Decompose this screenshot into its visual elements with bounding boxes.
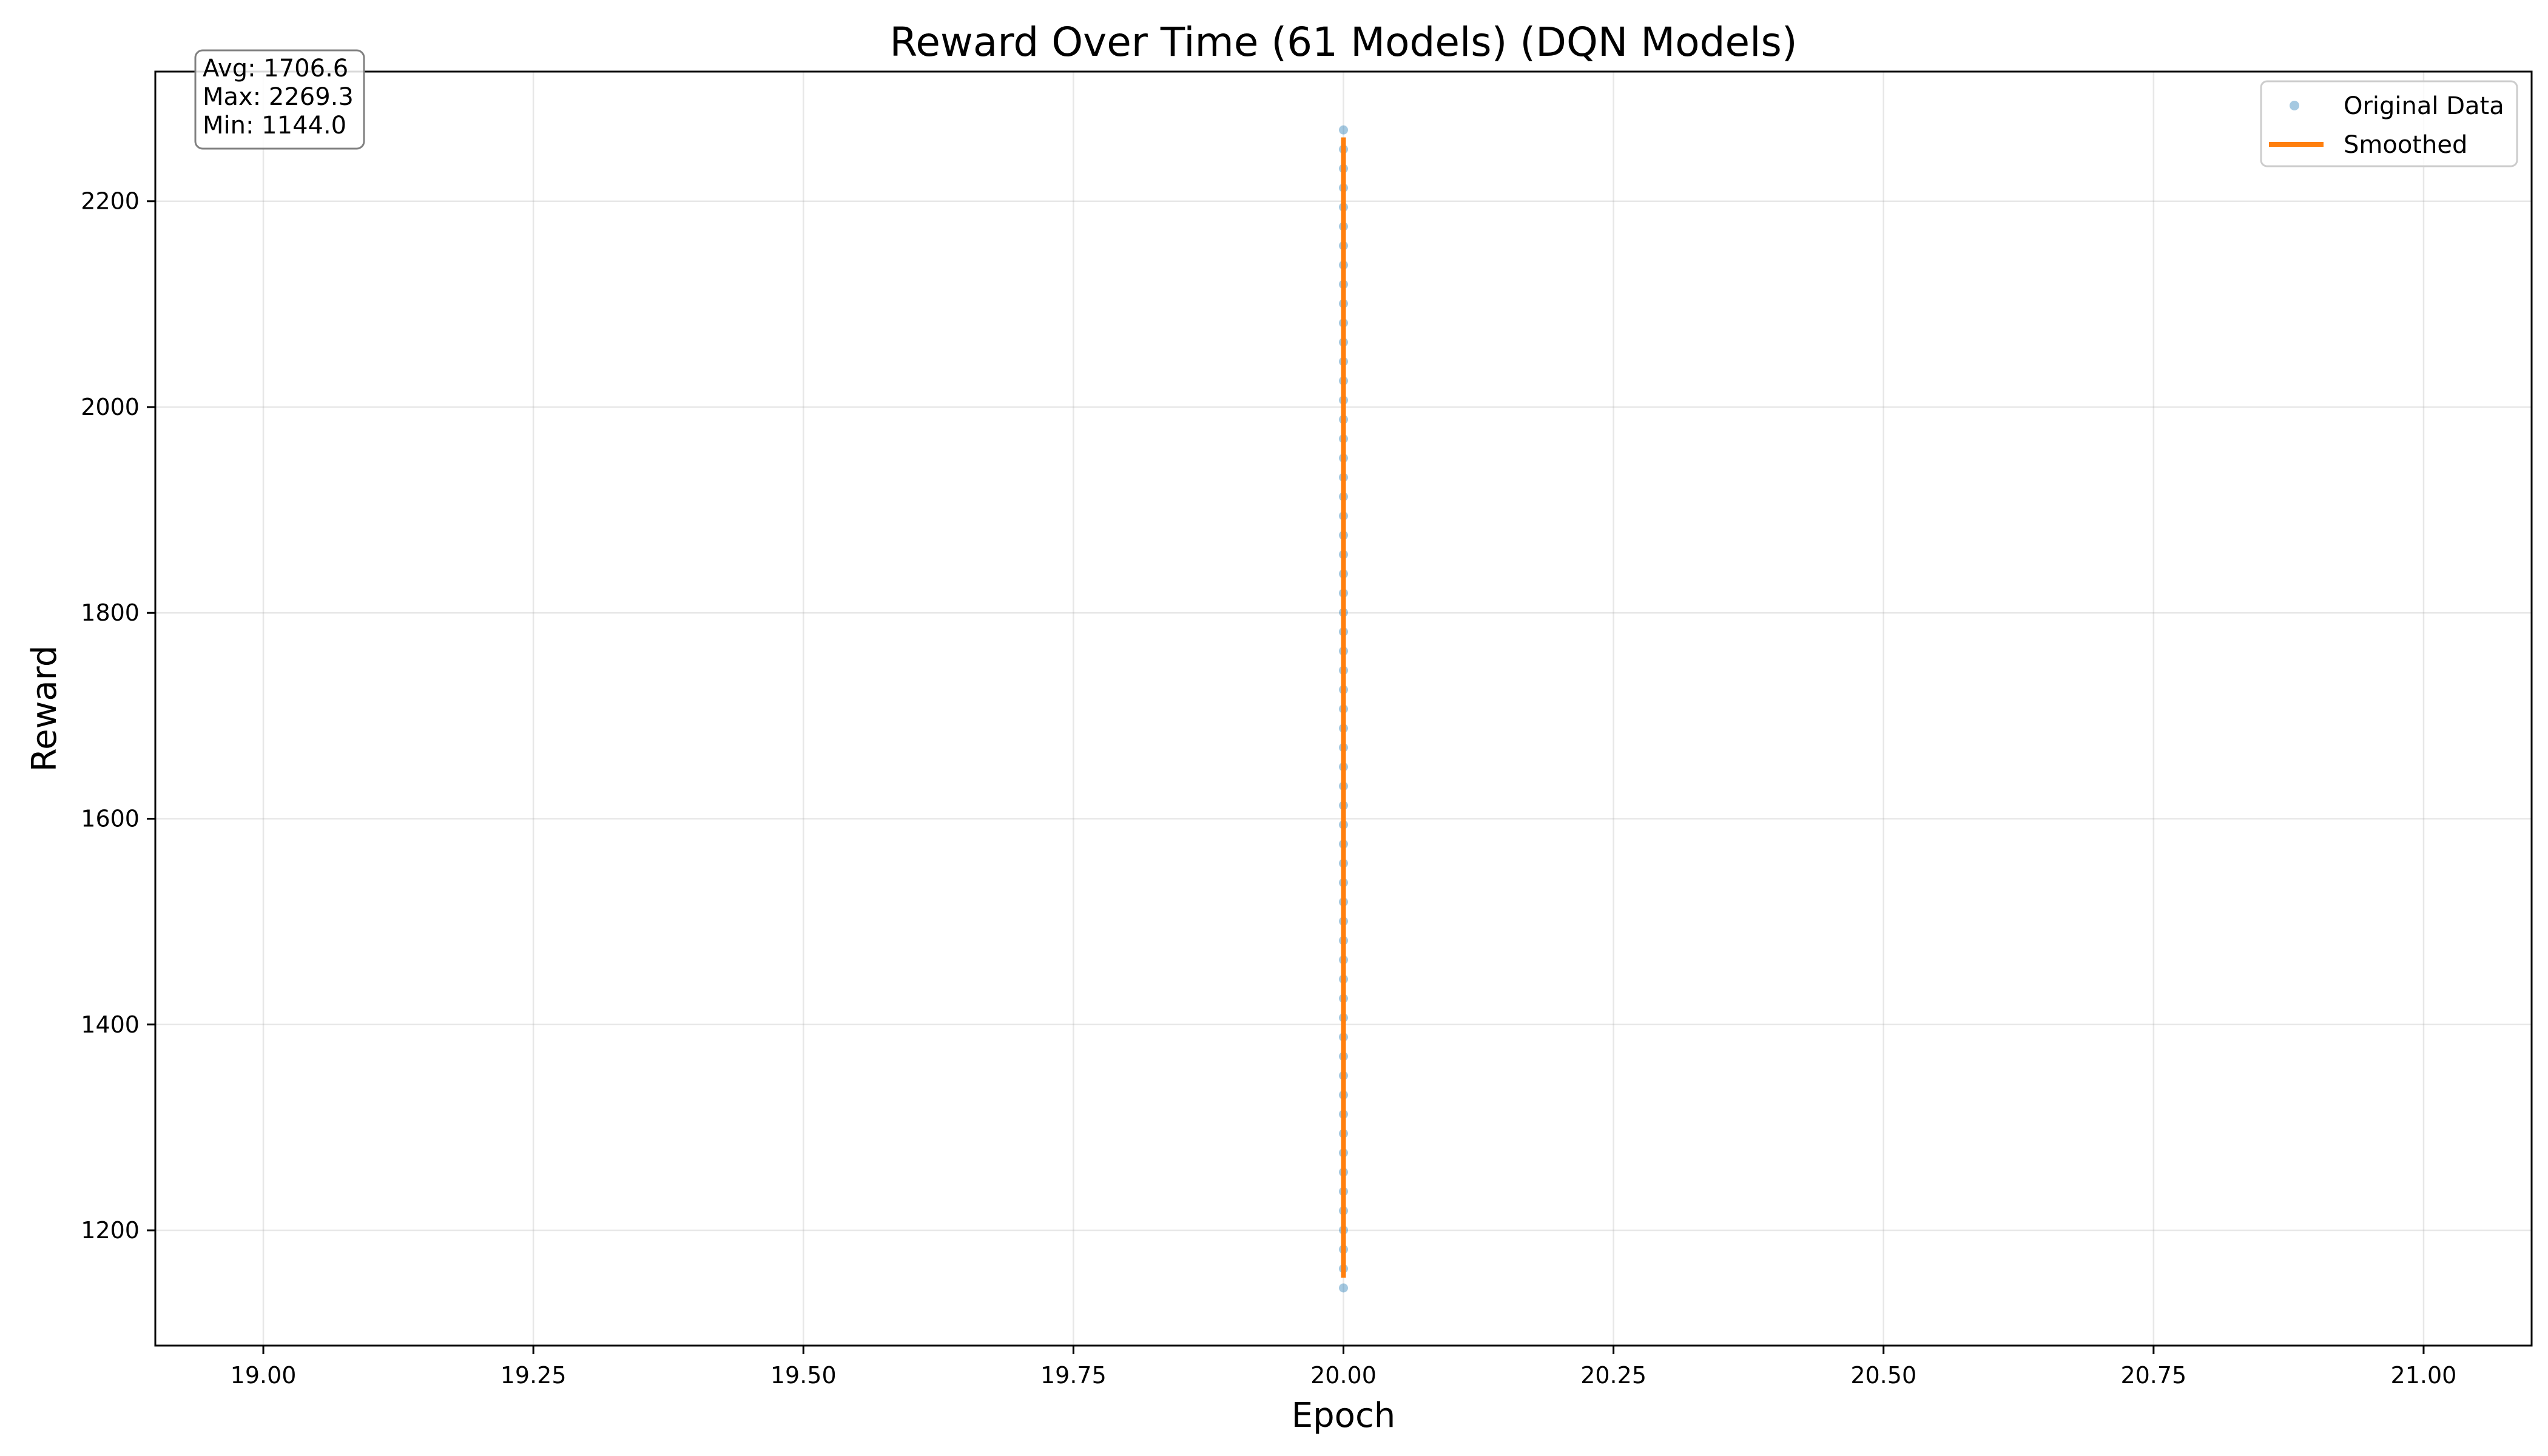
y-tick-label: 1600 (81, 806, 140, 832)
stats-box: Avg: 1706.6 Max: 2269.3 Min: 1144.0 (194, 49, 365, 150)
legend-label-original-data: Original Data (2344, 92, 2504, 120)
y-tick-label: 2200 (81, 188, 140, 215)
legend: Original Data Smoothed (2260, 80, 2518, 167)
y-tick-label: 2000 (81, 394, 140, 420)
x-tick-label: 20.50 (1850, 1362, 1916, 1389)
axes: 19.00 19.25 19.50 19.75 20.00 20.25 20.50 20.75… (81, 188, 2456, 1389)
stats-avg: Avg: 1706.6 (203, 55, 348, 83)
data-layer (1339, 125, 1348, 1293)
x-axis-label: Epoch (1292, 1396, 1395, 1435)
y-tick-label: 1800 (81, 599, 140, 626)
legend-frame (2260, 80, 2518, 167)
y-tick-label: 1200 (81, 1217, 140, 1244)
stats-min: Min: 1144.0 (203, 112, 346, 140)
x-tick-label: 19.75 (1040, 1362, 1107, 1389)
stats-max: Max: 2269.3 (203, 83, 354, 111)
data-point (1339, 1283, 1348, 1293)
x-tick-label: 19.25 (500, 1362, 567, 1389)
y-tick-label: 1400 (81, 1011, 140, 1038)
x-tick-label: 20.25 (1580, 1362, 1646, 1389)
x-tick-label: 21.00 (2391, 1362, 2457, 1389)
legend-marker-original-data (2290, 101, 2299, 110)
x-tick-label: 20.00 (1310, 1362, 1377, 1389)
x-tick-label: 20.75 (2120, 1362, 2186, 1389)
chart-title: Reward Over Time (61 Models) (DQN Models… (889, 19, 1797, 66)
legend-label-smoothed: Smoothed (2344, 131, 2467, 159)
x-tick-label: 19.50 (770, 1362, 837, 1389)
y-axis-label: Reward (25, 645, 64, 772)
data-point (1339, 125, 1348, 135)
x-tick-label: 19.00 (231, 1362, 297, 1389)
stats-box-frame (194, 49, 365, 150)
